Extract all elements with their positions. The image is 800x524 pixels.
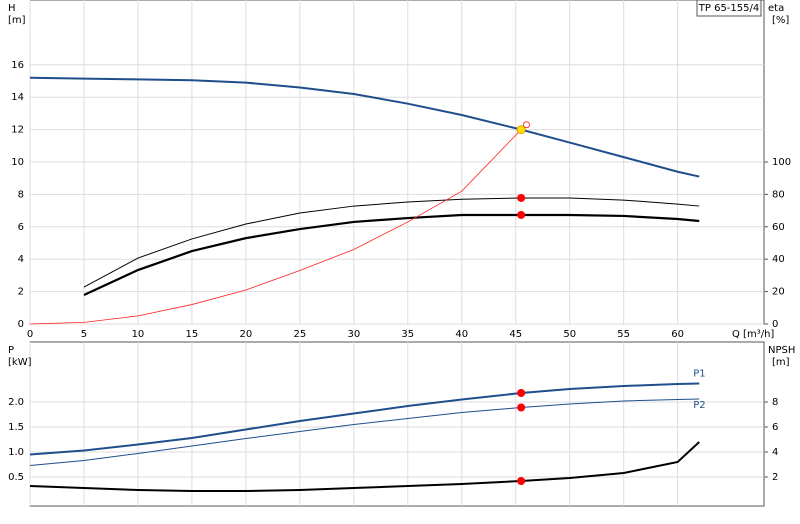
series-label: P1 xyxy=(693,369,705,380)
y-tick-label: 16 xyxy=(11,60,24,71)
y-axis-unit: [m] xyxy=(8,15,26,26)
x-tick-label: 40 xyxy=(455,329,468,340)
y2-axis-unit: [m] xyxy=(772,357,790,368)
series-line xyxy=(29,398,700,466)
operating-point xyxy=(517,403,526,412)
x-tick-label: 15 xyxy=(186,329,199,340)
y2-tick-label: 6 xyxy=(772,422,778,433)
series-line xyxy=(29,382,700,456)
operating-point xyxy=(517,193,526,202)
x-tick-label: 55 xyxy=(617,329,630,340)
y-tick-label: 1.0 xyxy=(8,447,24,458)
y-axis-unit: [kW] xyxy=(8,357,32,368)
y-tick-label: 10 xyxy=(11,157,24,168)
y2-tick-label: 20 xyxy=(772,287,785,298)
y-tick-label: 14 xyxy=(11,92,24,103)
plot-frame xyxy=(29,341,765,507)
x-axis-label: Q [m³/h] xyxy=(732,329,774,340)
y-axis-label: H xyxy=(8,3,16,14)
y2-tick-label: 40 xyxy=(772,254,785,265)
y2-tick-label: 4 xyxy=(772,447,778,458)
y2-axis-label: eta xyxy=(768,3,784,14)
y-tick-label: 0.5 xyxy=(8,472,24,483)
chart-title: TP 65-155/4 xyxy=(698,3,759,14)
y-tick-label: 6 xyxy=(18,222,24,233)
y-tick-label: 1.5 xyxy=(8,422,24,433)
y2-axis-label: NPSH xyxy=(768,345,795,356)
y-axis-label: P xyxy=(8,345,14,356)
y2-tick-label: 0 xyxy=(772,319,778,330)
operating-point xyxy=(523,121,531,129)
operating-point xyxy=(516,125,526,135)
x-tick-label: 50 xyxy=(563,329,576,340)
series-line xyxy=(29,441,700,492)
y-tick-label: 12 xyxy=(11,125,24,136)
x-tick-label: 30 xyxy=(347,329,360,340)
x-tick-label: 10 xyxy=(132,329,145,340)
y2-tick-label: 100 xyxy=(772,157,791,168)
x-tick-label: 20 xyxy=(240,329,253,340)
series-line xyxy=(29,76,700,178)
operating-point xyxy=(517,477,526,485)
x-tick-label: 60 xyxy=(671,329,684,340)
x-tick-label: 45 xyxy=(509,329,522,340)
x-tick-label: 0 xyxy=(27,329,33,340)
y2-axis-unit: [%] xyxy=(772,15,789,26)
x-tick-label: 35 xyxy=(401,329,414,340)
y2-tick-label: 60 xyxy=(772,222,785,233)
y-tick-label: 2 xyxy=(18,287,24,298)
operating-point xyxy=(517,389,526,397)
title-box xyxy=(696,0,762,17)
operating-point xyxy=(517,210,526,219)
y2-tick-label: 2 xyxy=(772,472,778,483)
series-line xyxy=(29,129,522,325)
y-tick-label: 4 xyxy=(18,254,24,265)
y2-tick-label: 80 xyxy=(772,189,785,200)
series-line xyxy=(83,213,700,297)
series-label: P2 xyxy=(693,400,705,411)
x-tick-label: 25 xyxy=(293,329,306,340)
y-tick-label: 0 xyxy=(18,319,24,330)
series-line xyxy=(83,197,700,288)
x-tick-label: 5 xyxy=(81,329,87,340)
y2-tick-label: 8 xyxy=(772,397,778,408)
y-tick-label: 8 xyxy=(18,189,24,200)
y-tick-label: 2.0 xyxy=(8,397,24,408)
